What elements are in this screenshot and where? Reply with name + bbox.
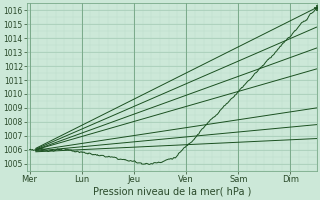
X-axis label: Pression niveau de la mer( hPa ): Pression niveau de la mer( hPa ) [92,187,251,197]
